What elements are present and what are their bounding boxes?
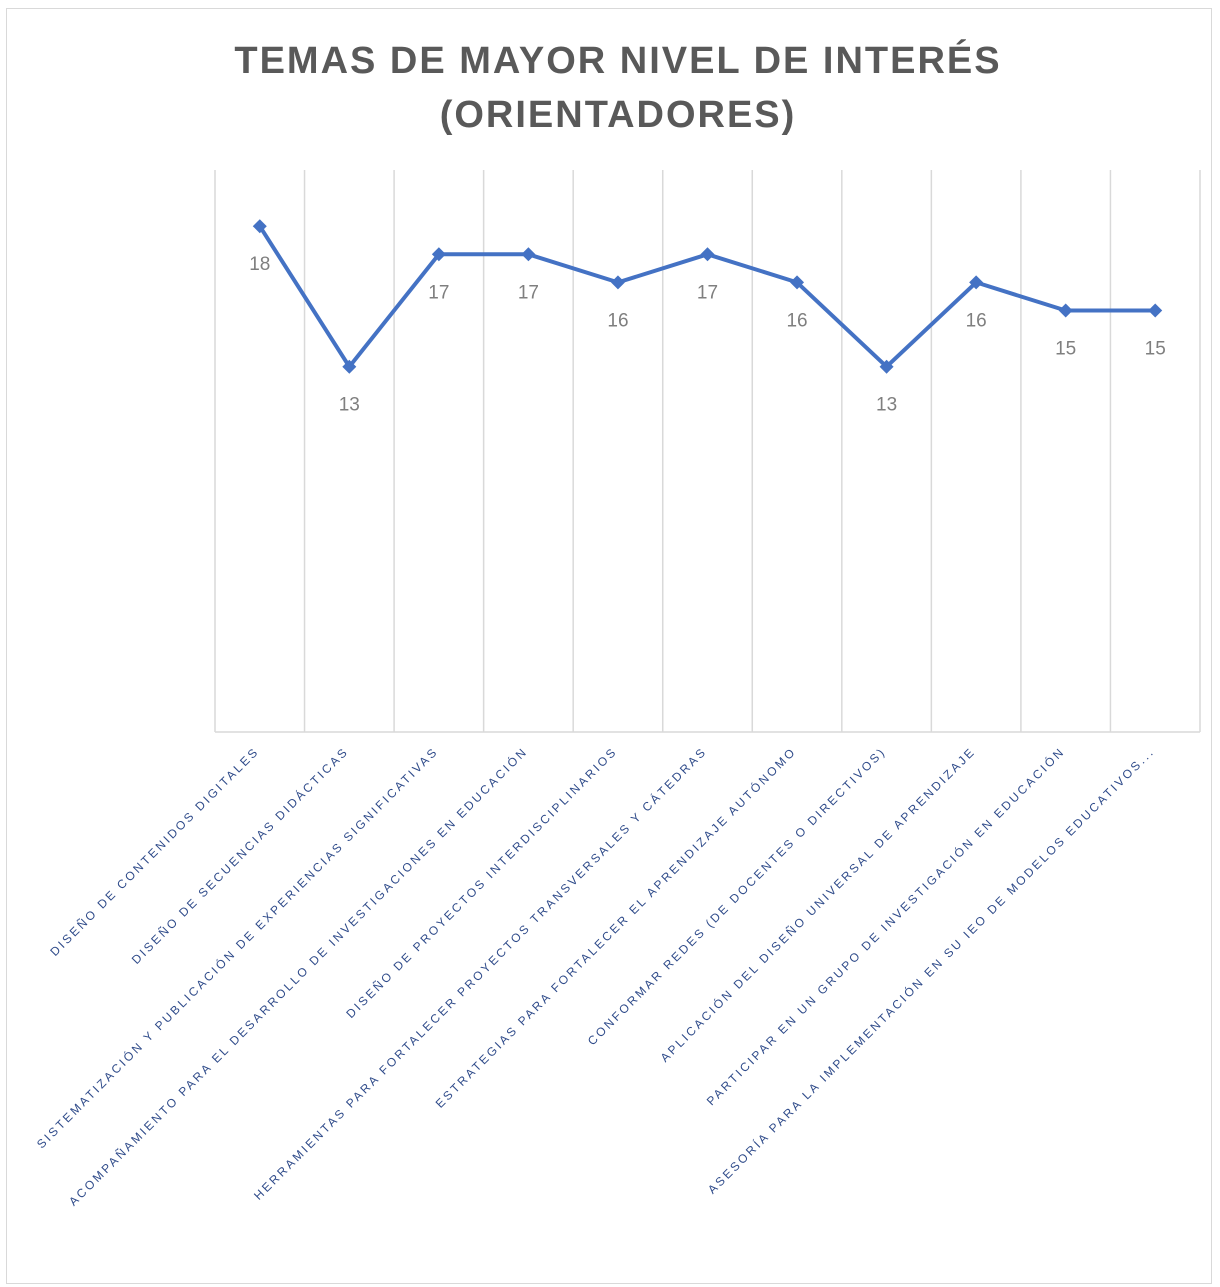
x-tick-label: CONFORMAR REDES (DE DOCENTES O DIRECTIVO… <box>585 744 889 1048</box>
data-label: 18 <box>249 254 270 275</box>
data-label: 15 <box>1055 339 1076 360</box>
x-tick-label: DISEÑO DE SECUENCIAS DIDÁCTICAS <box>128 744 351 967</box>
x-tick-label: ESTRATEGIAS PARA FORTALECER EL APRENDIZA… <box>432 744 799 1111</box>
data-label: 17 <box>518 282 539 303</box>
data-marker <box>790 275 805 290</box>
data-label: 17 <box>428 282 449 303</box>
data-marker <box>1058 303 1073 318</box>
data-label: 17 <box>697 282 718 303</box>
data-label: 16 <box>607 310 628 331</box>
data-marker <box>521 247 536 262</box>
data-label: 15 <box>1145 339 1166 360</box>
x-tick-label: HERRAMIENTAS PARA FORTALECER PROYECTOS T… <box>250 744 709 1203</box>
data-marker <box>969 275 984 290</box>
data-marker <box>610 275 625 290</box>
data-label: 13 <box>876 395 897 416</box>
data-label: 16 <box>966 310 987 331</box>
data-marker <box>700 247 715 262</box>
data-marker <box>342 359 357 374</box>
chart-title: TEMAS DE MAYOR NIVEL DE INTERÉS (ORIENTA… <box>234 40 1002 136</box>
data-label: 16 <box>786 310 807 331</box>
x-tick-label: DISEÑO DE CONTENIDOS DIGITALES <box>47 744 262 959</box>
data-marker <box>431 247 446 262</box>
data-label: 13 <box>339 395 360 416</box>
x-tick-label: APLICACIÓN DEL DISEÑO UNIVERSAL DE APREN… <box>657 744 978 1065</box>
data-marker <box>252 219 267 234</box>
x-tick-label: SISTEMATIZACIÓN Y PUBLICACIÓN DE EXPERIE… <box>33 744 441 1152</box>
chart-frame <box>6 8 1212 1284</box>
x-tick-label: ACOMPAÑAMIENTO PARA EL DESARROLLO DE INV… <box>65 744 530 1209</box>
x-tick-label: ASESORÍA PARA LA IMPLEMENTACIÓN EN SU IE… <box>704 744 1157 1197</box>
data-marker <box>1148 303 1163 318</box>
x-tick-label: PARTICIPAR EN UN GRUPO DE INVESTIGACIÓN … <box>703 744 1068 1109</box>
data-marker <box>879 359 894 374</box>
